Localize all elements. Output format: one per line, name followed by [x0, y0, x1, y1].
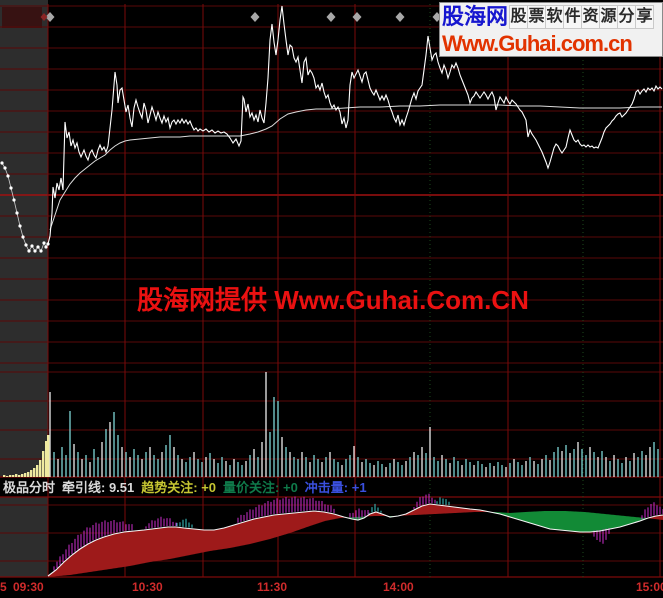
- logo-tagline-char: 享: [635, 5, 655, 29]
- logo-tagline-char: 源: [599, 5, 619, 29]
- logo-row1: 股海网 股票软件资源分享: [442, 4, 660, 30]
- guhai-logo: 股海网 股票软件资源分享 Www.Guhai.com.cn: [439, 2, 663, 57]
- status-segment: 量价关注: +0: [223, 480, 298, 495]
- auction-volume-bars: [3, 435, 50, 477]
- diamond-marker-icon: [250, 12, 260, 22]
- preopen-column-bottom: [0, 497, 48, 577]
- logo-tagline-char: 资: [581, 5, 601, 29]
- logo-tagline-char: 分: [617, 5, 637, 29]
- logo-tagline-char: 票: [527, 5, 547, 29]
- status-segment: 极品分时: [3, 480, 56, 495]
- diamond-markers: [40, 12, 442, 22]
- grid: [0, 4, 663, 578]
- indicator-hatch-strokes: [53, 493, 663, 571]
- indicator-fast-line: [47, 503, 663, 577]
- indicator-area: [48, 504, 663, 577]
- average-price-line: [49, 104, 662, 231]
- watermark-text: 股海网提供 Www.Guhai.Com.CN: [137, 285, 529, 315]
- preopen-column: [0, 0, 48, 477]
- time-label: 14:00: [383, 580, 414, 594]
- status-segment: 冲击量: +1: [304, 480, 367, 495]
- volume-bars: [49, 372, 659, 477]
- indicator-status-bar: 极品分时 牵引线: 9.51 趋势关注: +0 量价关注: +0 冲击量: +1: [3, 479, 374, 496]
- diamond-marker-icon: [45, 12, 55, 22]
- red-diamond-icon: [40, 13, 48, 21]
- logo-tagline-char: 股: [509, 5, 529, 29]
- diamond-marker-icon: [352, 12, 362, 22]
- time-label: 09:30: [13, 580, 44, 594]
- time-label: 15:00: [636, 580, 663, 594]
- diamond-marker-icon: [326, 12, 336, 22]
- logo-site-name: 股海网: [442, 4, 509, 29]
- time-label: 10:30: [132, 580, 163, 594]
- preopen-highlight-block: [2, 7, 42, 28]
- time-label: 5: [0, 580, 7, 594]
- time-axis: 5 09:30 10:30 11:30 14:00 15:00: [0, 580, 663, 596]
- logo-tagline: 股票软件资源分享: [509, 5, 655, 29]
- diamond-marker-icon: [395, 12, 405, 22]
- time-label: 11:30: [257, 580, 288, 594]
- status-segment: 趋势关注: +0: [141, 480, 217, 495]
- logo-tagline-char: 软: [545, 5, 565, 29]
- logo-tagline-char: 件: [563, 5, 583, 29]
- price-line: [47, 5, 663, 245]
- logo-url: Www.Guhai.com.cn: [442, 31, 633, 56]
- status-segment: 牵引线: 9.51: [62, 480, 135, 495]
